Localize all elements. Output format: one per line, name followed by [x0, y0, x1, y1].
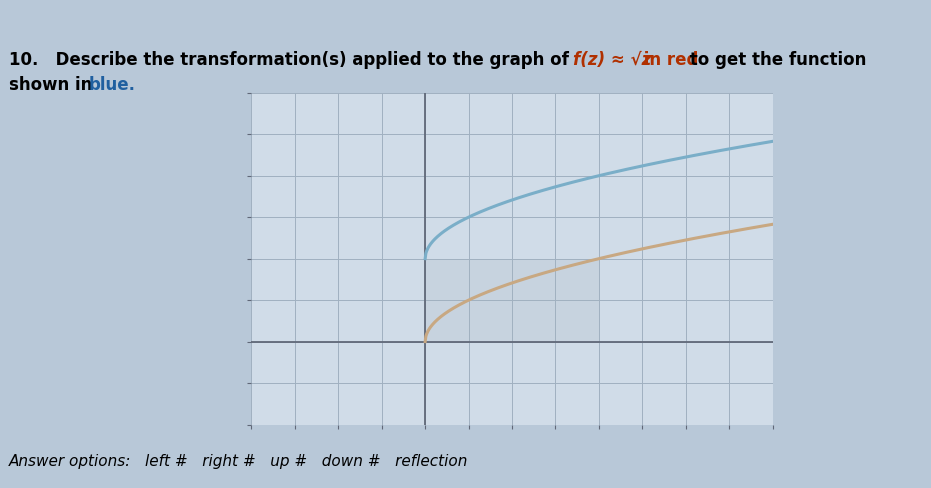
Text: shown in: shown in — [9, 76, 99, 94]
Text: f(z) ≈ √z: f(z) ≈ √z — [573, 51, 651, 69]
Text: in red: in red — [638, 51, 698, 69]
Text: 10.   Describe the transformation(s) applied to the graph of: 10. Describe the transformation(s) appli… — [9, 51, 575, 69]
Bar — [425, 259, 599, 342]
Text: blue.: blue. — [88, 76, 135, 94]
Text: Answer options:   left #   right #   up #   down #   reflection: Answer options: left # right # up # down… — [9, 454, 468, 468]
Text: to get the function: to get the function — [684, 51, 867, 69]
